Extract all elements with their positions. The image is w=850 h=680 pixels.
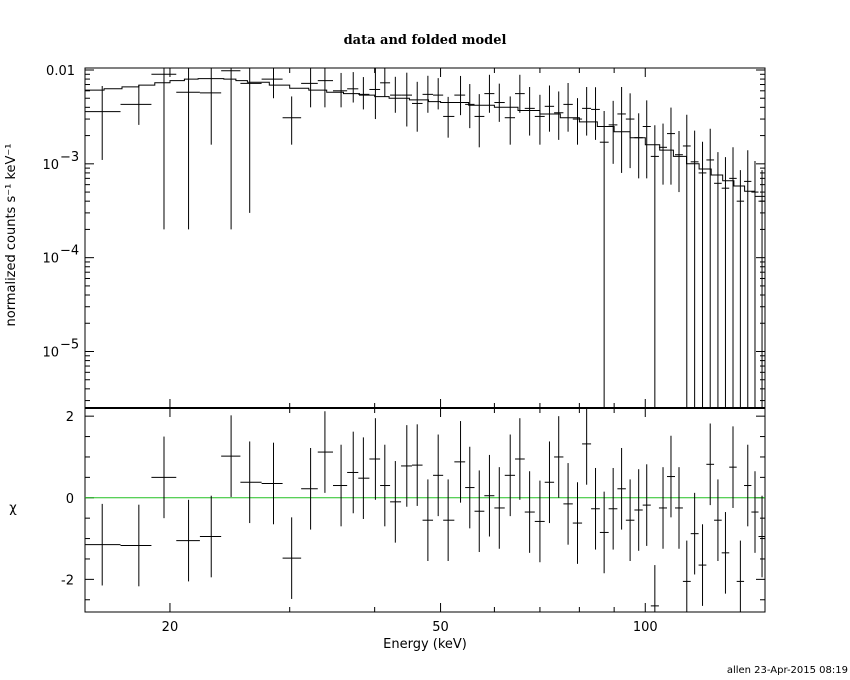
y-tick-label: 10 [42, 252, 59, 267]
plot-frame-bottom [84, 407, 766, 613]
y-axis-label-top: normalized counts s⁻¹ keV⁻¹ [4, 144, 19, 327]
y-axis-label-bottom: χ [9, 501, 17, 516]
y-tick-exponent: −5 [60, 338, 79, 353]
x-tick-label: 100 [633, 620, 658, 635]
y-tick-label: 0.01 [46, 64, 75, 79]
y-tick-exponent: −3 [60, 150, 79, 165]
y-tick-label: 10 [42, 346, 59, 361]
x-tick-label: 50 [432, 620, 449, 635]
x-axis-label: Energy (keV) [383, 637, 467, 652]
plot-frame-top [84, 67, 766, 409]
residual-panel: 20 50 100 -2 0 2 [61, 407, 766, 635]
footer-stamp: allen 23-Apr-2015 08:19 [727, 665, 848, 676]
y-tick-label: 0 [66, 492, 74, 507]
model-line [85, 78, 765, 197]
x-tick-label: 20 [162, 620, 179, 635]
y-tick-label: 2 [66, 410, 74, 425]
y-tick-exponent: −4 [60, 244, 79, 259]
y-tick-label: -2 [61, 573, 74, 588]
y-tick-label: 10 [42, 158, 59, 173]
chart-title: data and folded model [344, 33, 507, 48]
